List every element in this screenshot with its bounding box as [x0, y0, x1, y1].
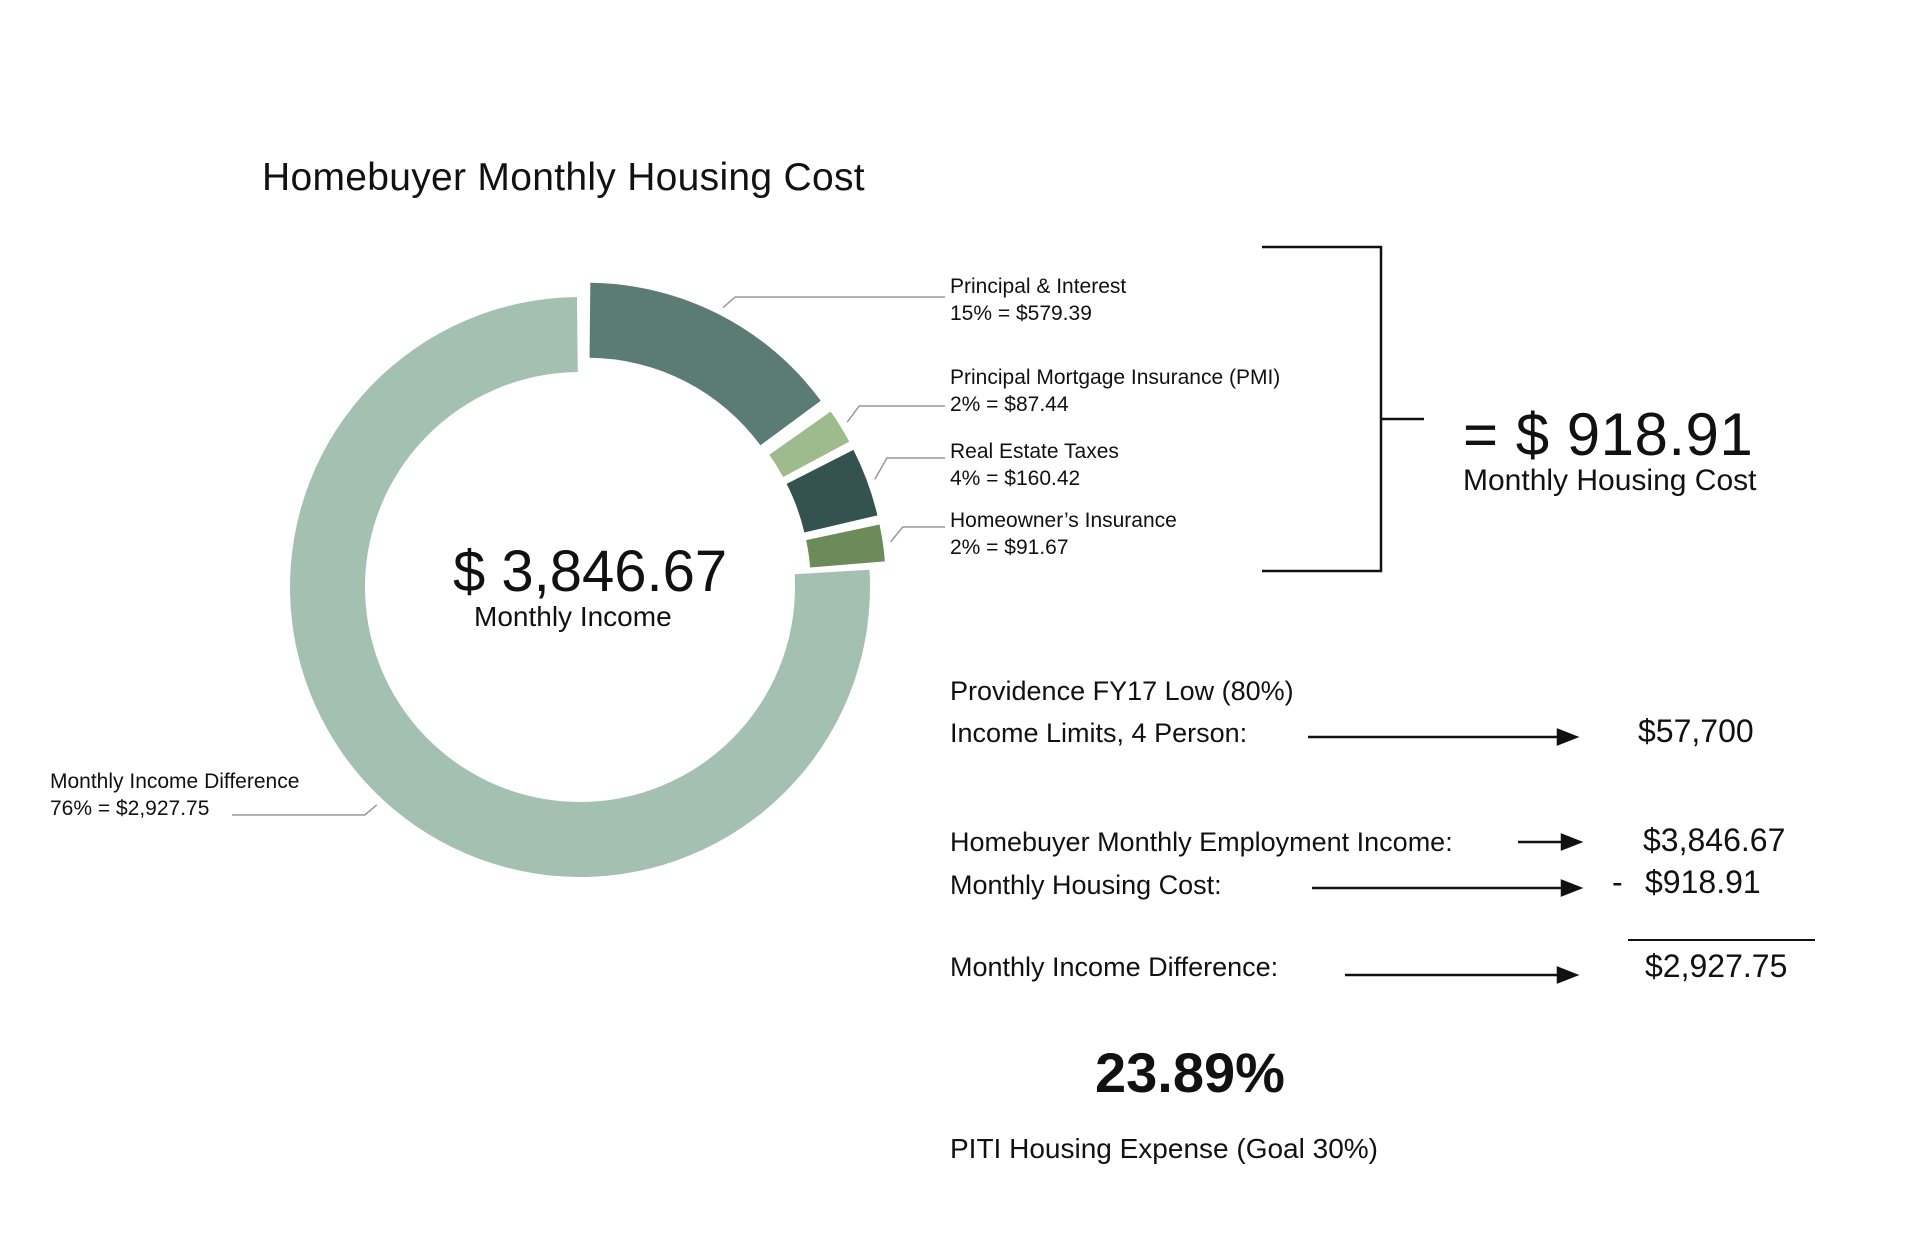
bracket-line — [1262, 245, 1383, 573]
center-income-amount: $ 3,846.67 — [453, 539, 728, 604]
leader-lines — [232, 296, 945, 816]
total-housing-cost-amount: = $ 918.91 — [1463, 401, 1754, 468]
employment-income-value: $3,846.67 — [1643, 822, 1786, 858]
callout-label: Principal & Interest — [950, 275, 1127, 298]
callout-pmi: Principal Mortgage Insurance (PMI) 2% = … — [950, 364, 1280, 418]
income-difference-label: Monthly Income Difference: — [950, 952, 1279, 982]
donut-slice-real-estate-taxes — [786, 449, 878, 533]
calc-arrows — [1308, 728, 1584, 984]
arrow-employment-head — [1560, 833, 1584, 851]
callout-label: Principal Mortgage Insurance (PMI) — [950, 366, 1281, 389]
housing-cost-value: $918.91 — [1645, 864, 1761, 900]
callout-label: Homeowner’s Insurance — [950, 509, 1177, 532]
donut-slices — [290, 282, 885, 878]
total-housing-cost-label: Monthly Housing Cost — [1463, 464, 1757, 497]
employment-income-label: Homebuyer Monthly Employment Income: — [950, 827, 1453, 857]
donut-slice-principal-mortgage-insurance-pmi — [769, 411, 850, 478]
chart-title: Homebuyer Monthly Housing Cost — [262, 156, 865, 199]
donut-slice-homeowner-s-insurance — [806, 524, 885, 568]
callout-label: Real Estate Taxes — [950, 440, 1119, 463]
housing-cost-label: Monthly Housing Cost: — [950, 870, 1222, 900]
piti-percent: 23.89% — [1095, 1041, 1285, 1104]
housing-cost-sign: - — [1612, 864, 1623, 900]
limits-line-1: Providence FY17 Low (80%) — [950, 676, 1294, 706]
callout-value: 2% = $91.67 — [950, 536, 1069, 559]
arrow-limits-head — [1556, 728, 1580, 746]
callout-income-difference: Monthly Income Difference 76% = $2,927.7… — [50, 768, 299, 822]
callout-label: Monthly Income Difference — [50, 770, 300, 793]
total-bracket — [1262, 245, 1424, 573]
leader-line-real-estate-taxes — [874, 457, 945, 480]
callout-principal-interest: Principal & Interest 15% = $579.39 — [950, 273, 1126, 327]
arrow-housing-head — [1560, 879, 1584, 897]
arrow-difference-head — [1556, 966, 1580, 984]
callout-value: 2% = $87.44 — [950, 393, 1069, 416]
donut-slice-principal-interest — [589, 282, 821, 446]
callout-value: 76% = $2,927.75 — [50, 797, 210, 820]
callout-real-estate-taxes: Real Estate Taxes 4% = $160.42 — [950, 438, 1119, 492]
leader-line-principal-mortgage-insurance-pmi — [846, 405, 945, 423]
callout-value: 4% = $160.42 — [950, 467, 1081, 490]
piti-caption: PITI Housing Expense (Goal 30%) — [950, 1133, 1378, 1164]
income-difference-value: $2,927.75 — [1645, 948, 1788, 984]
limits-value: $57,700 — [1638, 713, 1754, 749]
leader-line-monthly-income-difference — [232, 804, 378, 816]
leader-line-principal-interest — [722, 296, 945, 309]
center-income-label: Monthly Income — [474, 601, 672, 632]
callout-homeowners-insurance: Homeowner’s Insurance 2% = $91.67 — [950, 507, 1177, 561]
limits-line-2: Income Limits, 4 Person: — [950, 718, 1248, 748]
leader-line-homeowner-s-insurance — [890, 526, 945, 543]
callout-value: 15% = $579.39 — [950, 302, 1092, 325]
